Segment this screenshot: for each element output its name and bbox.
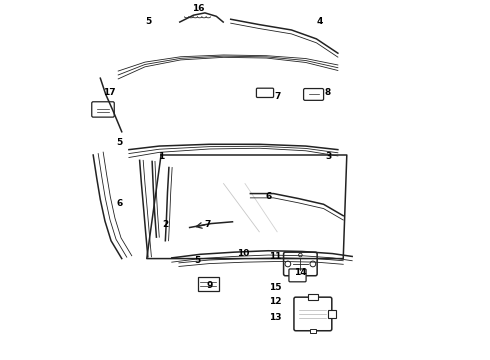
Text: 15: 15	[269, 283, 282, 292]
Text: 11: 11	[269, 252, 282, 261]
Text: 7: 7	[204, 220, 211, 229]
Text: 3: 3	[326, 152, 332, 161]
Text: 5: 5	[116, 138, 122, 147]
Text: 4: 4	[317, 17, 323, 26]
Text: 5: 5	[195, 256, 201, 265]
Bar	[310, 329, 316, 333]
Text: 5: 5	[146, 17, 152, 26]
FancyBboxPatch shape	[284, 252, 317, 276]
Text: 6: 6	[116, 199, 122, 208]
Bar	[328, 310, 337, 318]
Bar	[198, 277, 219, 291]
Text: 17: 17	[103, 88, 116, 97]
FancyBboxPatch shape	[289, 269, 306, 282]
Text: 9: 9	[206, 281, 213, 290]
FancyBboxPatch shape	[256, 88, 273, 98]
Bar	[308, 294, 318, 300]
FancyBboxPatch shape	[304, 89, 323, 100]
Text: 10: 10	[237, 249, 249, 258]
Text: 7: 7	[274, 91, 280, 100]
Text: 2: 2	[163, 220, 169, 229]
Text: 6: 6	[265, 192, 271, 201]
Text: 1: 1	[158, 152, 164, 161]
Text: 16: 16	[192, 4, 205, 13]
FancyBboxPatch shape	[294, 297, 332, 331]
Text: 14: 14	[294, 268, 307, 277]
FancyBboxPatch shape	[92, 102, 114, 117]
Text: 8: 8	[324, 88, 330, 97]
Text: 12: 12	[269, 297, 282, 306]
Text: 13: 13	[269, 313, 282, 322]
